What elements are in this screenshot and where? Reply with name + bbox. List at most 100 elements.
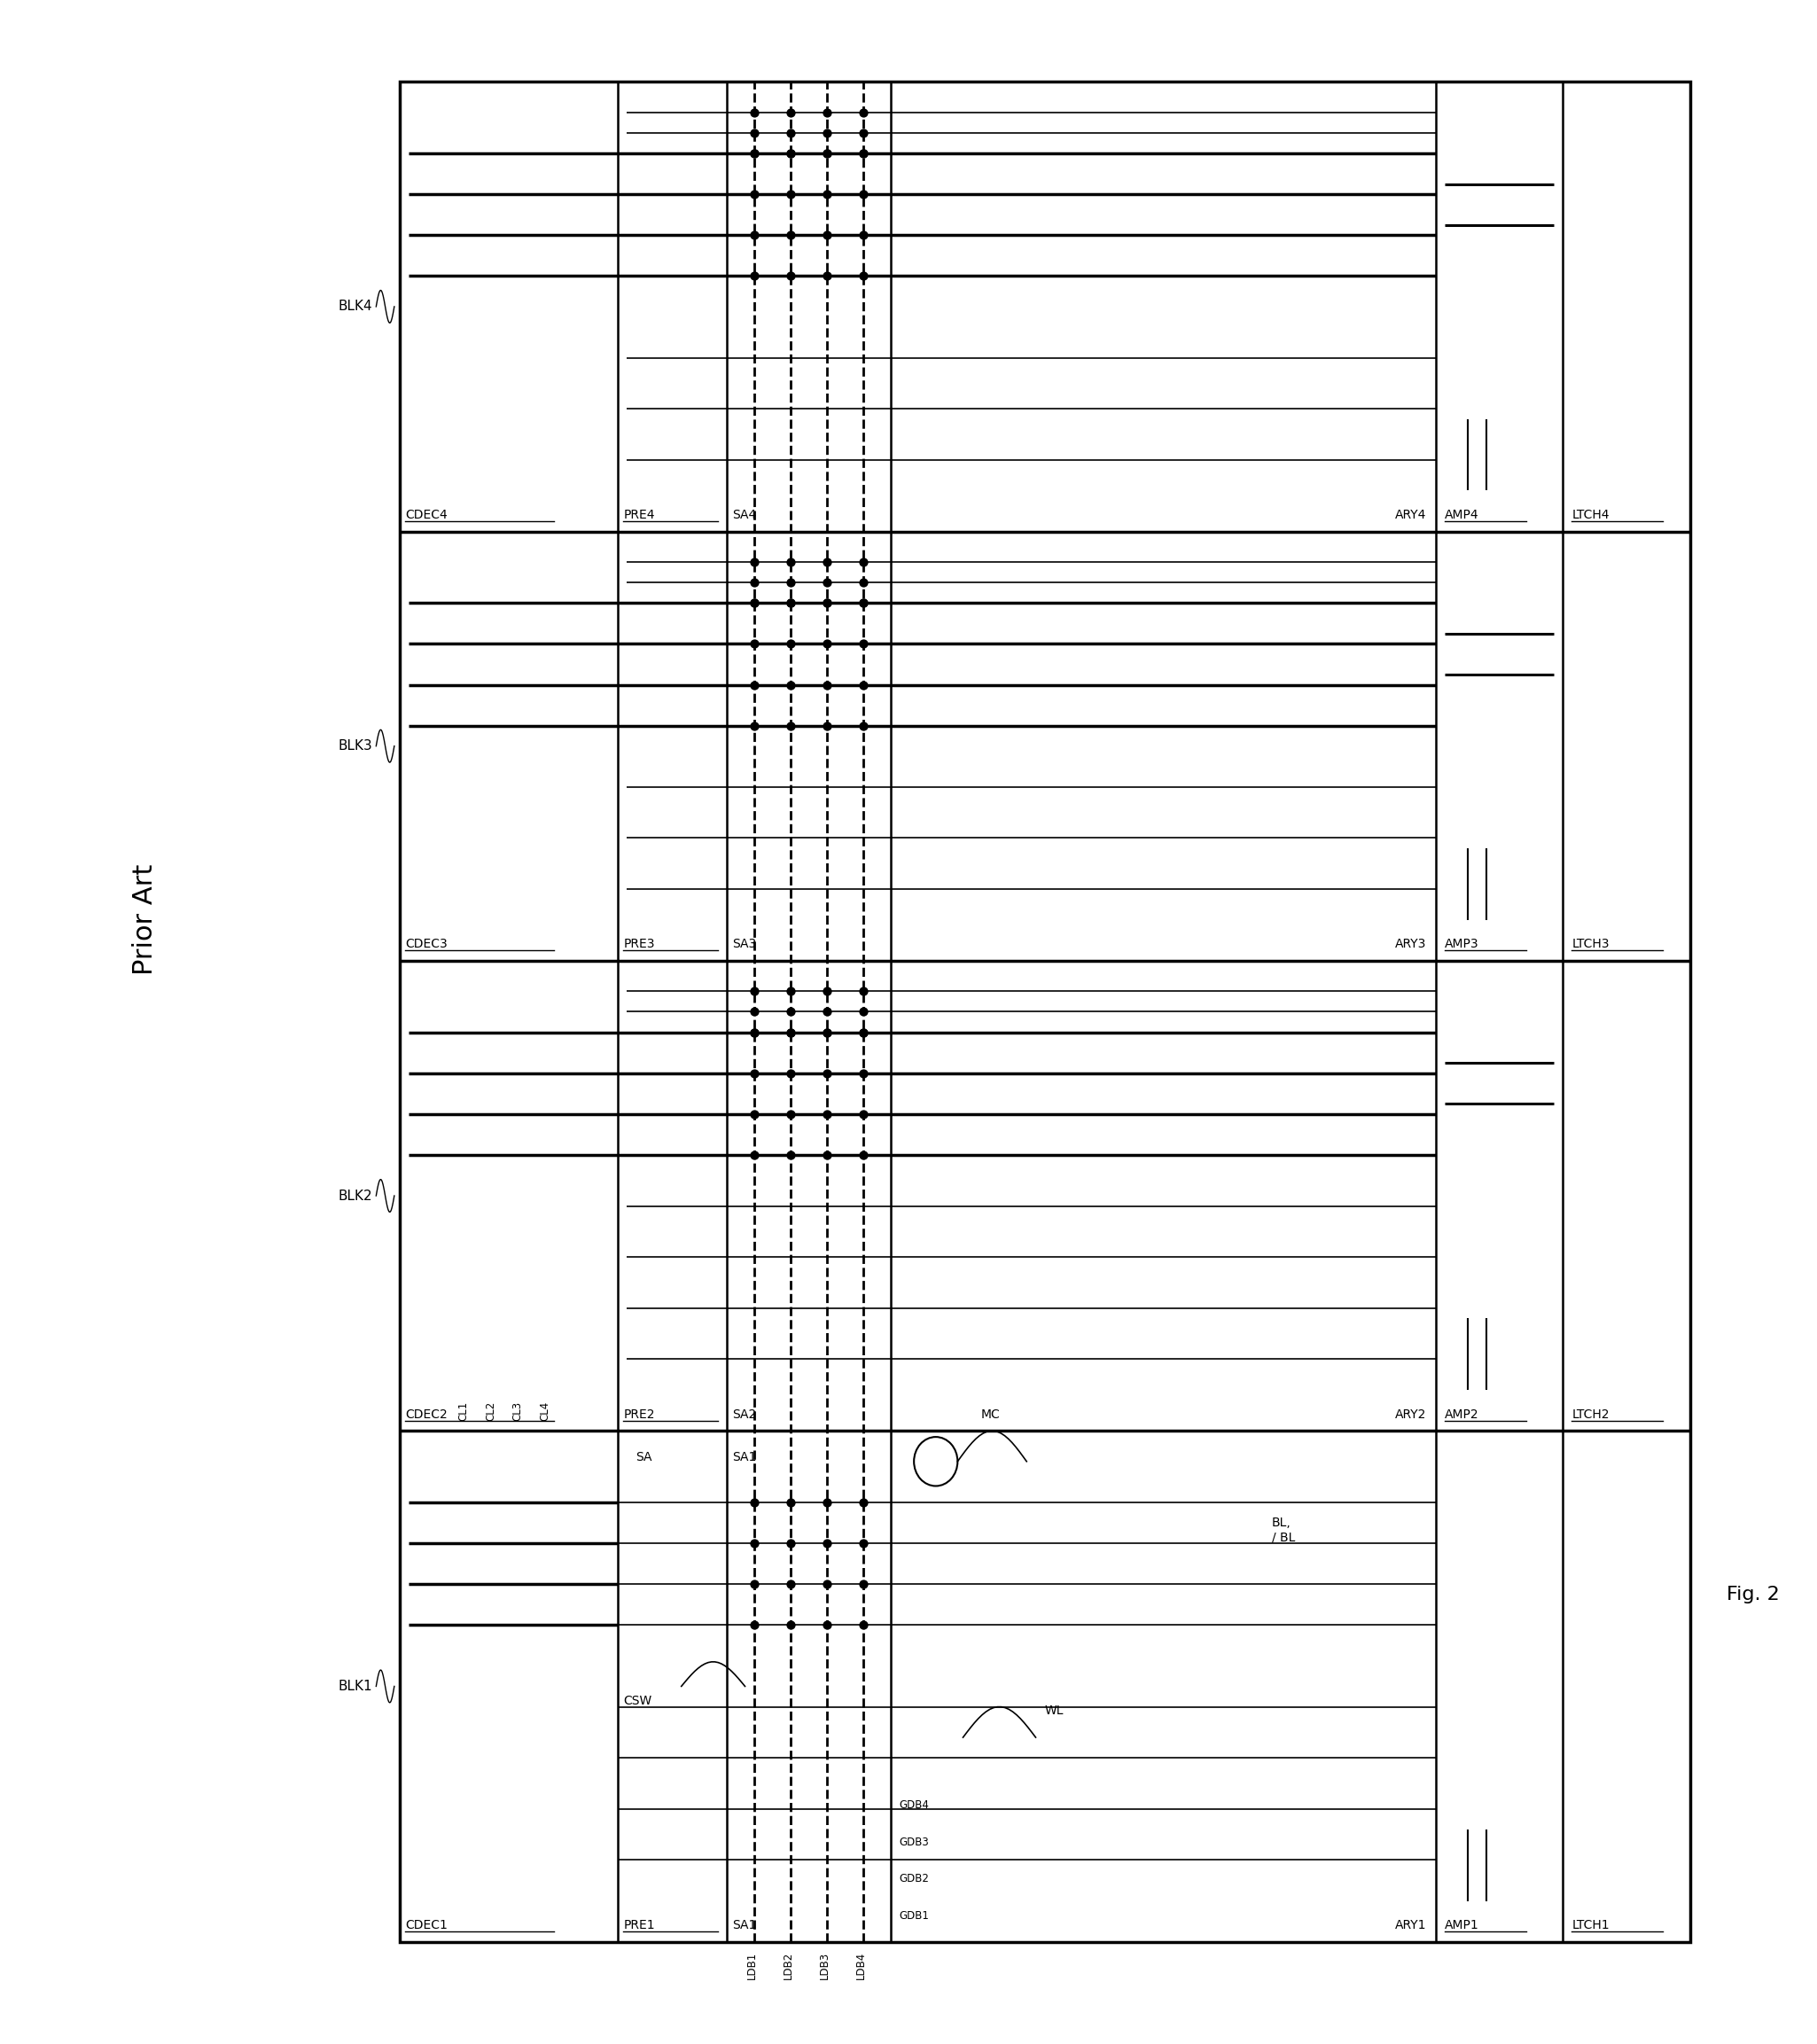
Point [812, 260, 841, 292]
Point [849, 260, 878, 292]
Point [812, 566, 841, 599]
Point [776, 975, 805, 1008]
Point [776, 1057, 805, 1089]
Text: BLK1: BLK1 [338, 1680, 372, 1692]
Text: SA4: SA4 [732, 509, 756, 521]
Text: SA3: SA3 [732, 938, 756, 950]
Point [849, 1568, 878, 1600]
Point [740, 668, 769, 701]
Point [740, 96, 769, 129]
Point [740, 587, 769, 619]
Text: SA2: SA2 [732, 1408, 756, 1421]
Point [812, 219, 841, 251]
Point [776, 995, 805, 1028]
Text: LTCH3: LTCH3 [1572, 938, 1610, 950]
Point [812, 137, 841, 170]
Text: CL2: CL2 [485, 1400, 496, 1421]
Point [849, 709, 878, 742]
Text: BLK3: BLK3 [338, 740, 372, 752]
Point [740, 1098, 769, 1130]
Text: WL: WL [1045, 1705, 1063, 1717]
Point [740, 546, 769, 578]
Point [740, 975, 769, 1008]
Text: PRE3: PRE3 [623, 938, 654, 950]
Text: AMP4: AMP4 [1445, 509, 1479, 521]
Point [812, 546, 841, 578]
Point [849, 1486, 878, 1519]
Text: CSW: CSW [623, 1694, 652, 1707]
Point [812, 1486, 841, 1519]
Point [849, 587, 878, 619]
Point [776, 587, 805, 619]
Point [849, 546, 878, 578]
Text: BLK4: BLK4 [338, 300, 372, 313]
Point [776, 587, 805, 619]
Point [812, 587, 841, 619]
Text: GDB3: GDB3 [899, 1836, 928, 1848]
Point [740, 137, 769, 170]
Point [812, 1016, 841, 1049]
Point [812, 1568, 841, 1600]
Point [740, 178, 769, 211]
Point [776, 1098, 805, 1130]
Point [812, 1139, 841, 1171]
Point [849, 668, 878, 701]
Point [740, 1527, 769, 1560]
Point [812, 178, 841, 211]
Point [812, 117, 841, 149]
Point [740, 1139, 769, 1171]
Point [740, 117, 769, 149]
Point [776, 137, 805, 170]
Text: GDB4: GDB4 [899, 1799, 930, 1811]
Point [849, 1098, 878, 1130]
Point [812, 96, 841, 129]
Text: CDEC2: CDEC2 [405, 1408, 447, 1421]
Text: CDEC1: CDEC1 [405, 1919, 447, 1932]
Text: SA1: SA1 [732, 1919, 756, 1932]
Text: Fig. 2: Fig. 2 [1726, 1586, 1779, 1602]
Point [849, 587, 878, 619]
Point [849, 1057, 878, 1089]
Point [740, 1568, 769, 1600]
Text: BL,
/ BL: BL, / BL [1272, 1517, 1296, 1543]
Point [740, 1016, 769, 1049]
Text: MC: MC [981, 1408, 1001, 1421]
Point [776, 1527, 805, 1560]
Point [740, 219, 769, 251]
Point [812, 1527, 841, 1560]
Point [776, 117, 805, 149]
Point [776, 1568, 805, 1600]
Text: LTCH4: LTCH4 [1572, 509, 1610, 521]
Text: Prior Art: Prior Art [133, 865, 158, 975]
Point [776, 1609, 805, 1641]
Point [812, 975, 841, 1008]
Point [776, 178, 805, 211]
Point [776, 709, 805, 742]
Text: SA1: SA1 [732, 1451, 756, 1464]
Point [740, 260, 769, 292]
Point [849, 1016, 878, 1049]
Text: LDB3: LDB3 [819, 1952, 830, 1979]
Point [849, 1609, 878, 1641]
Point [776, 1016, 805, 1049]
Text: LTCH1: LTCH1 [1572, 1919, 1610, 1932]
Point [849, 96, 878, 129]
Point [740, 566, 769, 599]
Point [812, 1609, 841, 1641]
Point [849, 219, 878, 251]
Point [776, 1139, 805, 1171]
Text: AMP1: AMP1 [1445, 1919, 1479, 1932]
Point [740, 995, 769, 1028]
Point [849, 137, 878, 170]
Point [849, 975, 878, 1008]
Text: LDB4: LDB4 [856, 1952, 867, 1981]
Text: PRE4: PRE4 [623, 509, 654, 521]
Point [740, 137, 769, 170]
Point [740, 1016, 769, 1049]
Point [849, 1139, 878, 1171]
Point [812, 668, 841, 701]
Point [849, 628, 878, 660]
Point [849, 995, 878, 1028]
Point [776, 546, 805, 578]
Point [776, 1486, 805, 1519]
